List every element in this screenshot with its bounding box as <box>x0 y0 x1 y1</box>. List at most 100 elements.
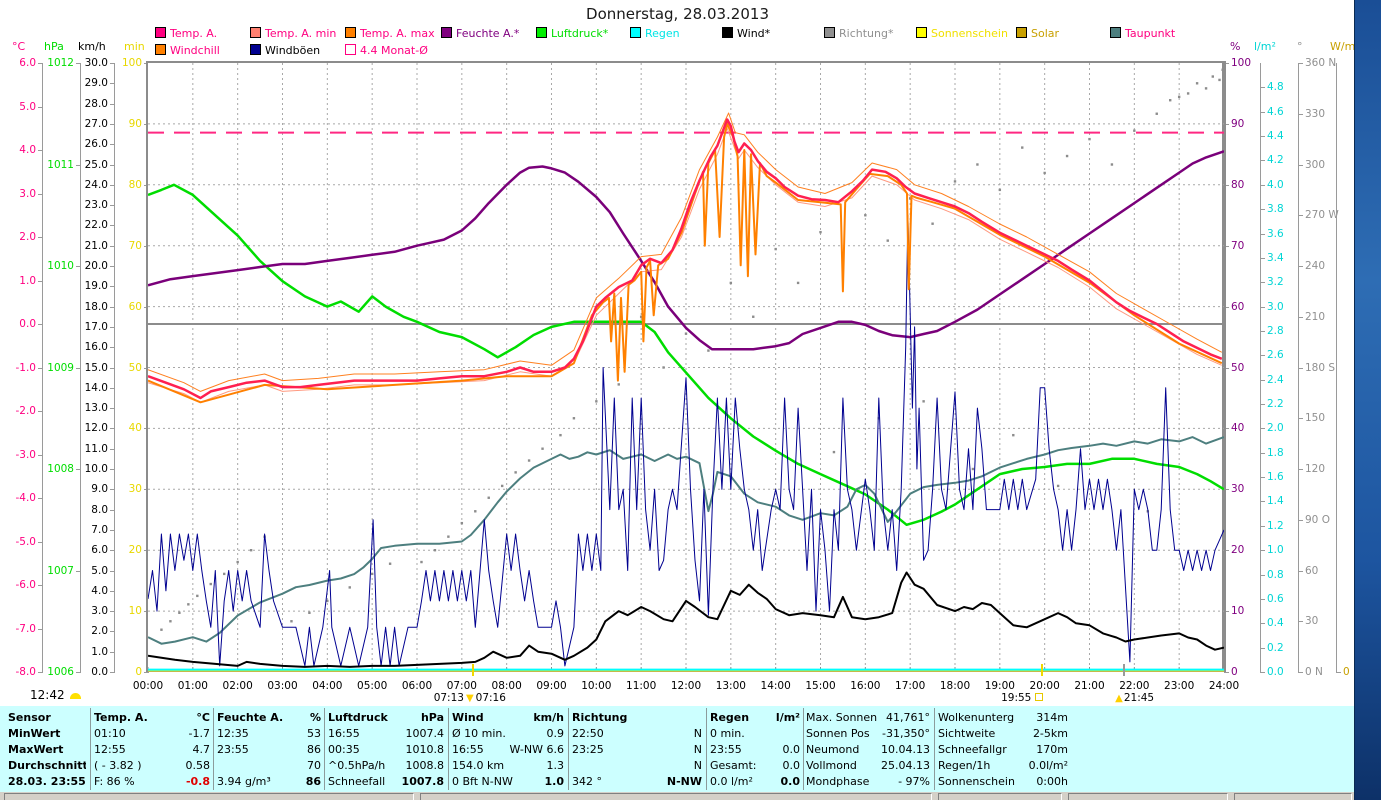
legend-label: 4.4 Monat-Ø <box>360 44 428 57</box>
axis-tick-rain-axis <box>1260 648 1265 649</box>
axis-tick-humidity-axis <box>1224 185 1229 186</box>
axis-tick-label-temp-axis: 5.0 <box>19 101 36 113</box>
x-axis-label: 19:00 <box>984 680 1015 692</box>
axis-tick-pressure-axis <box>76 469 81 470</box>
table-cell-value: 0.0 <box>780 775 801 788</box>
table-cell-label: 12:35 <box>217 727 249 740</box>
axis-tick-label-wind-axis: 17.0 <box>84 321 108 333</box>
table-cell-value: -0.8 <box>185 775 210 788</box>
axis-tick-label-direction-axis: 180 S <box>1305 362 1336 374</box>
legend-swatch-icon <box>345 44 356 55</box>
table-cell-label: Mondphase <box>806 775 870 788</box>
legend-label: Solar <box>1031 27 1060 40</box>
axis-tick-temp-axis <box>38 194 43 195</box>
legend-swatch-icon <box>916 27 927 38</box>
axis-tick-label-direction-axis: 90 O <box>1305 514 1330 526</box>
axis-tick-wind-axis <box>110 489 115 490</box>
axis-tick-label-temp-axis: 3.0 <box>19 188 36 200</box>
x-axis-label: 05:00 <box>357 680 388 692</box>
axis-tick-wind-axis <box>110 205 115 206</box>
axis-tick-label-sunshine-axis: 20 <box>128 544 142 556</box>
axis-tick-label-wind-axis: 25.0 <box>84 159 108 171</box>
axis-tick-wind-axis <box>110 388 115 389</box>
axis-tick-wind-axis <box>110 63 115 64</box>
series-Temp-A- <box>148 118 1223 400</box>
table-column-separator <box>568 708 569 790</box>
axis-tick-direction-axis <box>1298 215 1303 216</box>
axis-tick-label-wind-axis: 13.0 <box>84 402 108 414</box>
table-cell-label: 23:55 <box>217 743 249 756</box>
x-axis-label: 21:00 <box>1074 680 1105 692</box>
sunrise-time-a: 07:13 <box>433 692 464 704</box>
axis-tick-pressure-axis <box>76 672 81 673</box>
axis-tick-label-humidity-axis: 70 <box>1231 240 1245 252</box>
table-cell-value: N <box>693 759 702 772</box>
legend-swatch-icon <box>536 27 547 38</box>
legend-swatch-icon <box>155 44 166 55</box>
x-axis-label: 11:00 <box>626 680 657 692</box>
axis-tick-label-sunshine-axis: 40 <box>128 422 142 434</box>
legend-label: Richtung* <box>839 27 894 40</box>
table-cell-label: 16:55 <box>452 743 484 756</box>
table-cell-value: 0.0l/m² <box>1028 759 1068 772</box>
axis-tick-label-rain-axis: 0.8 <box>1267 569 1284 581</box>
axis-tick-humidity-axis <box>1224 307 1229 308</box>
table-cell-label: MaxWert <box>8 743 64 756</box>
axis-tick-label-temp-axis: 1.0 <box>19 275 36 287</box>
table-cell-value: N <box>693 727 702 740</box>
x-axis-label: 10:00 <box>581 680 612 692</box>
table-cell-label: 342 ° <box>572 775 602 788</box>
axis-tick-temp-axis <box>38 585 43 586</box>
axis-tick-label-pressure-axis: 1010 <box>47 260 74 272</box>
axis-tick-label-wind-axis: 18.0 <box>84 301 108 313</box>
axis-tick-wind-axis <box>110 449 115 450</box>
axis-tick-temp-axis <box>38 150 43 151</box>
plot-frame <box>146 61 1226 672</box>
x-axis-label: 09:00 <box>536 680 567 692</box>
axis-tick-temp-axis <box>38 368 43 369</box>
axis-tick-humidity-axis <box>1224 611 1229 612</box>
axis-tick-label-wind-axis: 23.0 <box>84 199 108 211</box>
table-cell-value: 1008.8 <box>405 759 445 772</box>
table-cell-label: Vollmond <box>806 759 857 772</box>
axis-tick-label-temp-axis: -1.0 <box>15 362 37 374</box>
axis-tick-label-wind-axis: 4.0 <box>91 585 108 597</box>
axis-tick-label-wind-axis: 29.0 <box>84 77 108 89</box>
axis-tick-label-humidity-axis: 100 <box>1231 57 1252 69</box>
axis-tick-rain-axis <box>1260 501 1265 502</box>
table-cell-label: Gesamt: <box>710 759 757 772</box>
table-cell-value: 25.04.13 <box>881 759 930 772</box>
legend-item-4-4-monat-: 4.4 Monat-Ø <box>345 44 428 57</box>
axis-tick-direction-axis <box>1298 418 1303 419</box>
table-cell-label: Regen/1h <box>938 759 991 772</box>
axis-tick-label-pressure-axis: 1012 <box>47 57 74 69</box>
x-axis-label: 12:00 <box>670 680 702 692</box>
table-cell-label: Ø 10 min. <box>452 727 506 740</box>
legend-item-temp-a-min: Temp. A. min <box>250 27 336 40</box>
table-cell-label: Sensor <box>8 711 51 724</box>
axis-line-rain-axis <box>1260 63 1261 672</box>
table-cell-label: 16:55 <box>328 727 360 740</box>
sun-noon-label: 12:42 <box>30 688 81 702</box>
axis-tick-label-sunshine-axis: 30 <box>128 483 142 495</box>
axis-tick-solar-axis <box>1336 672 1341 673</box>
legend-swatch-icon <box>441 27 452 38</box>
axis-tick-label-wind-axis: 22.0 <box>84 219 108 231</box>
status-bar-panel <box>938 793 1062 800</box>
series-Windchill <box>148 122 1223 404</box>
axis-tick-label-wind-axis: 2.0 <box>91 625 108 637</box>
table-column-separator <box>448 708 449 790</box>
legend-item-sonnenschein: Sonnenschein <box>916 27 1008 40</box>
axis-tick-humidity-axis <box>1224 124 1229 125</box>
table-cell-label: F: 86 % <box>94 775 135 788</box>
table-cell-value: 1007.8 <box>401 775 444 788</box>
table-cell-value: N-NW <box>666 775 702 788</box>
table-cell-label: 22:50 <box>572 727 604 740</box>
legend-item-luftdruck-: Luftdruck* <box>536 27 608 40</box>
axis-tick-wind-axis <box>110 347 115 348</box>
axis-tick-label-direction-axis: 150 <box>1305 412 1326 424</box>
table-cell-value: 1007.4 <box>405 727 445 740</box>
x-axis-label: 02:00 <box>222 680 253 692</box>
axis-tick-rain-axis <box>1260 258 1265 259</box>
table-cell-label: 0 min. <box>710 727 745 740</box>
